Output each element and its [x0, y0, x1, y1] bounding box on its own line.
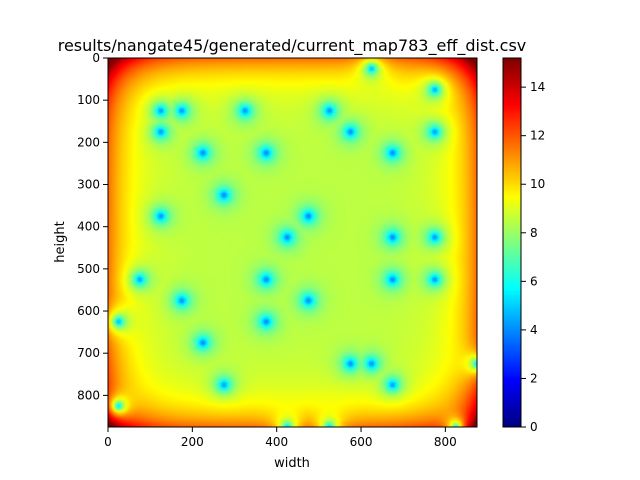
heatmap-image	[108, 58, 477, 427]
y-tick-label: 700	[77, 346, 100, 360]
y-tick-label: 400	[77, 220, 100, 234]
x-tick-label: 800	[434, 435, 457, 449]
y-tick-label: 800	[77, 388, 100, 402]
y-tick-label: 100	[77, 93, 100, 107]
colorbar-tick-label: 12	[530, 129, 545, 143]
x-axis-ticks: 0 200 400 600 800	[104, 427, 457, 449]
y-tick-label: 200	[77, 135, 100, 149]
x-tick-label: 400	[265, 435, 288, 449]
plot-area	[107, 57, 478, 428]
colorbar-tick-label: 8	[530, 226, 538, 240]
y-tick-label: 500	[77, 262, 100, 276]
y-axis-label: height	[53, 221, 68, 262]
colorbar-frame	[502, 57, 522, 428]
colorbar: 0 2 4 6 8 10 12 14	[502, 57, 545, 434]
colorbar-ticks: 0 2 4 6 8 10 12 14	[521, 80, 545, 434]
colorbar-tick-label: 6	[530, 274, 538, 288]
chart-title: results/nangate45/generated/current_map7…	[58, 36, 527, 56]
x-axis-label: width	[274, 456, 310, 471]
plot-frame	[107, 57, 478, 428]
y-tick-label: 0	[92, 51, 100, 65]
colorbar-image	[503, 58, 521, 427]
colorbar-tick-label: 10	[530, 177, 545, 191]
x-tick-label: 0	[104, 435, 112, 449]
y-tick-label: 300	[77, 178, 100, 192]
colorbar-tick-label: 4	[530, 323, 538, 337]
y-axis-ticks: 0 100 200 300 400 500 600 700 800	[77, 51, 108, 402]
colorbar-tick-label: 14	[530, 80, 545, 94]
x-tick-label: 600	[350, 435, 373, 449]
colorbar-tick-label: 2	[530, 371, 538, 385]
y-tick-label: 600	[77, 304, 100, 318]
x-tick-label: 200	[181, 435, 204, 449]
colorbar-tick-label: 0	[530, 420, 538, 434]
